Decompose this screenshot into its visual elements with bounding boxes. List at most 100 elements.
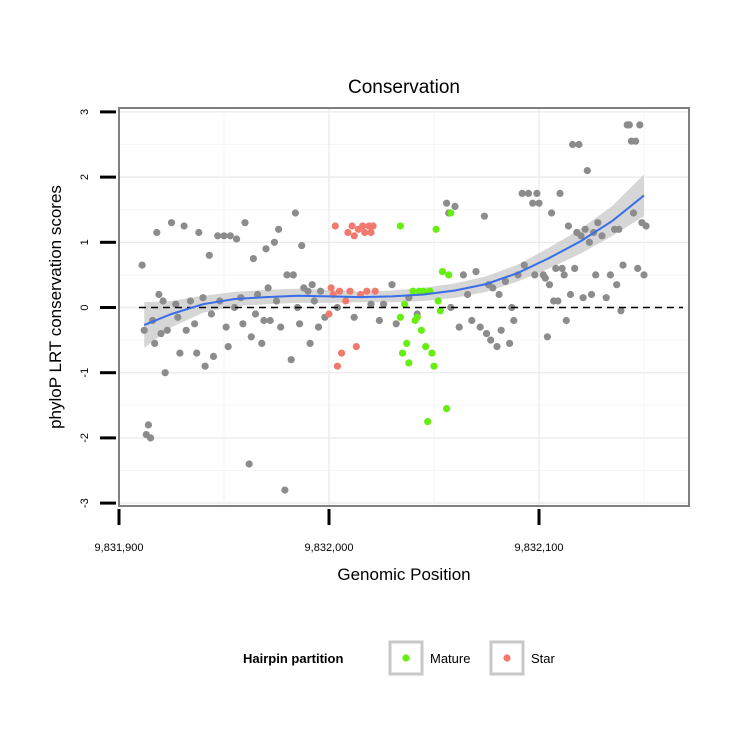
y-axis: -3 -2 -1 0 1 2 3 — [79, 109, 116, 508]
point-mature — [396, 222, 404, 230]
point-mature — [438, 268, 446, 276]
point-other — [350, 313, 358, 321]
point-star — [335, 287, 344, 295]
point-mature — [432, 225, 440, 233]
point-other — [583, 167, 591, 175]
point-mature — [443, 405, 451, 413]
point-other — [144, 421, 152, 429]
point-star — [352, 343, 360, 351]
point-other — [592, 271, 600, 279]
point-other — [214, 232, 222, 240]
point-other — [615, 225, 623, 233]
point-star — [333, 362, 341, 370]
point-other — [520, 261, 528, 269]
point-other — [201, 362, 209, 370]
point-other — [482, 330, 491, 338]
point-other — [617, 307, 625, 315]
point-other — [529, 199, 537, 207]
point-other — [493, 343, 501, 351]
point-other — [464, 290, 472, 299]
point-other — [487, 336, 495, 344]
point-other — [159, 297, 167, 305]
y-axis-title: phyloP LRT conservation scores — [46, 185, 65, 429]
point-other — [625, 121, 633, 129]
point-star — [331, 222, 339, 230]
point-star — [367, 228, 375, 237]
point-other — [501, 277, 509, 285]
point-other — [247, 333, 255, 341]
point-other — [388, 281, 396, 289]
point-other — [138, 261, 146, 269]
point-other — [472, 268, 480, 276]
point-other — [577, 232, 585, 240]
y-tick-label: -2 — [79, 433, 91, 443]
point-other — [291, 209, 299, 217]
point-other — [375, 316, 383, 325]
point-other — [153, 228, 161, 237]
point-other — [308, 281, 316, 289]
point-other — [254, 290, 262, 299]
point-other — [392, 320, 400, 328]
point-other — [566, 290, 575, 299]
point-star — [325, 310, 333, 318]
point-other — [172, 300, 180, 308]
point-other — [207, 310, 215, 318]
point-other — [155, 290, 163, 299]
point-other — [581, 225, 589, 233]
point-mature — [428, 349, 436, 357]
y-tick-label: 3 — [79, 109, 91, 115]
point-other — [277, 323, 285, 331]
point-mature — [434, 297, 442, 305]
point-other — [451, 202, 459, 210]
point-other — [606, 271, 615, 279]
point-other — [543, 333, 552, 341]
point-other — [541, 274, 549, 282]
point-mature — [403, 339, 411, 347]
point-mature — [424, 418, 432, 426]
legend-label-star: Star — [531, 651, 556, 666]
point-other — [510, 316, 518, 325]
point-other — [489, 284, 497, 292]
x-axis-title: Genomic Position — [337, 565, 470, 584]
point-other — [191, 320, 199, 328]
legend: Hairpin partition Mature Star — [243, 640, 556, 676]
point-star — [327, 284, 335, 292]
point-star — [369, 222, 377, 230]
point-other — [233, 235, 241, 243]
point-other — [314, 323, 323, 331]
legend-dot-star — [503, 654, 511, 662]
point-other — [560, 271, 568, 279]
point-other — [167, 219, 176, 227]
y-tick-label: -3 — [79, 498, 91, 508]
point-other — [562, 316, 570, 325]
point-mature — [405, 359, 413, 367]
point-other — [367, 300, 375, 308]
legend-title: Hairpin partition — [243, 651, 343, 666]
point-other — [220, 232, 228, 240]
smooth-trend-line — [143, 194, 645, 327]
point-other — [281, 486, 289, 494]
point-other — [151, 339, 159, 347]
y-tick-label: -1 — [79, 368, 91, 378]
point-other — [260, 316, 268, 325]
point-other — [270, 238, 278, 246]
y-tick-label: 1 — [79, 239, 91, 245]
point-other — [174, 313, 182, 321]
y-tick-label: 0 — [79, 304, 91, 310]
point-other — [161, 369, 169, 377]
point-mature — [401, 300, 409, 308]
point-other — [548, 209, 556, 217]
point-other — [632, 137, 640, 145]
point-other — [306, 339, 314, 347]
point-other — [180, 222, 188, 230]
point-mature — [436, 307, 444, 315]
point-other — [380, 300, 388, 308]
point-other — [545, 281, 554, 289]
point-other — [209, 352, 218, 360]
point-other — [239, 320, 247, 328]
point-other — [455, 323, 463, 331]
point-other — [619, 261, 627, 269]
point-other — [480, 212, 488, 220]
point-other — [552, 264, 560, 272]
point-other — [533, 189, 541, 197]
